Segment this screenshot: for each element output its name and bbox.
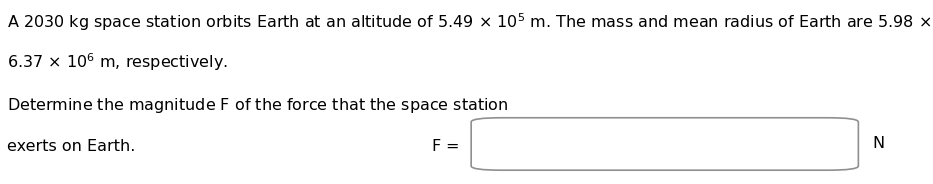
Text: 6.37 × 10$^{6}$ m, respectively.: 6.37 × 10$^{6}$ m, respectively. [7,51,229,73]
FancyBboxPatch shape [471,118,858,170]
Text: Determine the magnitude $F$ of the force that the space station: Determine the magnitude $F$ of the force… [7,96,509,115]
Text: N: N [872,137,884,151]
Text: exerts on Earth.: exerts on Earth. [7,139,136,154]
Text: A 2030 kg space station orbits Earth at an altitude of 5.49 × 10$^{5}$ m. The ma: A 2030 kg space station orbits Earth at … [7,11,933,33]
Text: $F$ =: $F$ = [431,138,459,154]
